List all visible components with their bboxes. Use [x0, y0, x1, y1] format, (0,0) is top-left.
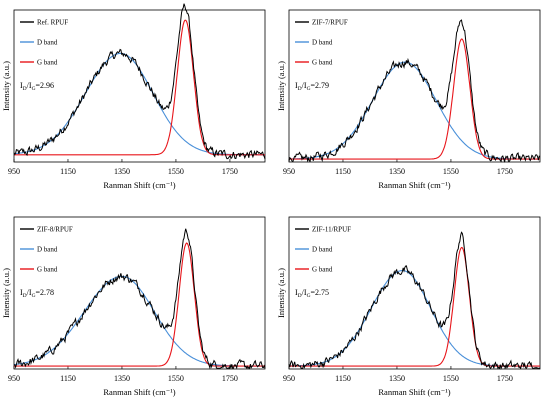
x-tick-label: 1150	[60, 374, 76, 383]
x-tick-label: 1150	[335, 167, 351, 176]
chart-panel-ref-rpuf: 950 1150 1350 1550 1750 Ranman Shift (cm⁻¹) In…	[0, 0, 275, 207]
x-tick-label: 1350	[389, 374, 405, 383]
chart-panel-zif8-rpuf: 950 1150 1350 1550 1750 Ranman Shift (cm⁻¹) In…	[0, 207, 275, 414]
g-band-fit-line	[14, 242, 265, 367]
legend-sample-label: ZIF-11/RPUF	[312, 226, 351, 234]
raman-chart-svg: 950 1150 1350 1550 1750 Ranman Shift (cm⁻¹) In…	[1, 216, 266, 397]
legend-g-band-label: G band	[37, 266, 58, 274]
legend-d-band-label: D band	[312, 246, 333, 254]
x-axis-label: Ranman Shift (cm⁻¹)	[103, 387, 175, 397]
intensity-ratio-label: ID/IG=2.96	[20, 81, 54, 92]
raw-spectrum-line	[288, 19, 541, 163]
raw-spectrum-line	[288, 231, 541, 370]
d-band-fit-line	[289, 61, 540, 160]
legend-sample-label: ZIF-7/RPUF	[312, 19, 348, 27]
legend-d-band-label: D band	[37, 246, 58, 254]
raman-chart-svg: 950 1150 1350 1550 1750 Ranman Shift (cm⁻¹) In…	[1, 3, 266, 190]
d-band-fit-line	[289, 270, 540, 367]
x-axis-label: Ranman Shift (cm⁻¹)	[103, 180, 175, 190]
x-tick-label: 950	[283, 167, 295, 176]
raw-spectrum-line	[13, 3, 266, 160]
x-tick-label: 950	[8, 167, 20, 176]
x-tick-label: 1750	[497, 374, 513, 383]
intensity-ratio-label: ID/IG=2.79	[295, 81, 329, 92]
g-band-fit-line	[289, 246, 540, 367]
x-axis-label: Ranman Shift (cm⁻¹)	[378, 180, 450, 190]
y-axis-label: Intensity (a.u.)	[1, 61, 11, 111]
g-band-fit-line	[289, 38, 540, 160]
x-tick-label: 1350	[114, 167, 130, 176]
legend-g-band-label: G band	[312, 266, 333, 274]
y-axis-label: Intensity (a.u.)	[276, 61, 286, 111]
x-tick-label: 1550	[443, 167, 459, 176]
x-tick-label: 950	[283, 374, 295, 383]
x-tick-label: 1750	[222, 374, 238, 383]
x-tick-label: 1350	[389, 167, 405, 176]
plot-frame	[13, 9, 266, 163]
x-tick-label: 950	[8, 374, 20, 383]
plot-frame	[13, 216, 266, 370]
chart-panel-zif11-rpuf: 950 1150 1350 1550 1750 Ranman Shift (cm⁻¹) In…	[275, 207, 550, 414]
x-tick-label: 1750	[222, 167, 238, 176]
x-tick-label: 1350	[114, 374, 130, 383]
legend-d-band-label: D band	[312, 39, 333, 47]
plot-frame	[288, 216, 541, 370]
legend-g-band-label: G band	[37, 59, 58, 67]
x-tick-label: 1150	[60, 167, 76, 176]
legend-d-band-label: D band	[37, 39, 58, 47]
y-axis-label: Intensity (a.u.)	[1, 268, 11, 318]
plot-frame	[288, 9, 541, 163]
raman-chart-svg: 950 1150 1350 1550 1750 Ranman Shift (cm⁻¹) In…	[276, 9, 541, 190]
legend-g-band-label: G band	[312, 59, 333, 67]
x-axis-label: Ranman Shift (cm⁻¹)	[378, 387, 450, 397]
chart-panel-zif7-rpuf: 950 1150 1350 1550 1750 Ranman Shift (cm⁻¹) In…	[275, 0, 550, 207]
g-band-fit-line	[14, 19, 265, 156]
x-tick-label: 1750	[497, 167, 513, 176]
intensity-ratio-label: ID/IG=2.75	[295, 288, 329, 299]
y-axis-label: Intensity (a.u.)	[276, 268, 286, 318]
raman-chart-svg: 950 1150 1350 1550 1750 Ranman Shift (cm⁻¹) In…	[276, 216, 541, 397]
intensity-ratio-label: ID/IG=2.78	[20, 288, 54, 299]
x-tick-label: 1550	[168, 374, 184, 383]
x-tick-label: 1550	[168, 167, 184, 176]
x-tick-label: 1150	[335, 374, 351, 383]
raw-spectrum-line	[13, 228, 266, 370]
legend-sample-label: Ref. RPUF	[37, 19, 68, 27]
legend-sample-label: ZIF-8/RPUF	[37, 226, 73, 234]
x-tick-label: 1550	[443, 374, 459, 383]
